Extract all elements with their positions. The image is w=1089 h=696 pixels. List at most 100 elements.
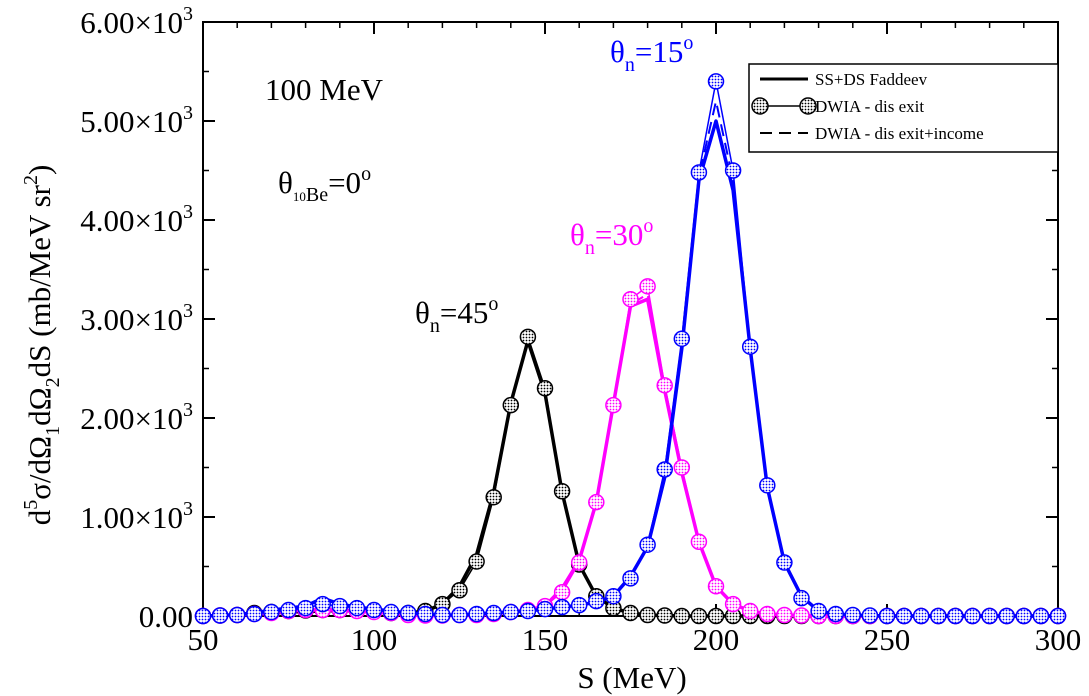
dwia-exit-point: [331, 597, 349, 615]
x-tick-label: 100: [351, 622, 398, 657]
dwia-exit-point: [502, 603, 520, 621]
dwia-exit-point: [536, 380, 554, 397]
dwia-exit-point: [998, 607, 1015, 625]
dwia-exit-point: [1032, 607, 1050, 625]
dwia-exit-point: [981, 607, 998, 625]
dwia-exit-point: [553, 483, 571, 500]
y-tick-label: 0.00: [139, 599, 193, 634]
legend-label-faddeev: SS+DS Faddeev: [815, 70, 928, 89]
faddeev-line: [202, 297, 1058, 618]
dwia-exit-point: [1015, 607, 1033, 625]
dwia-exit-point: [468, 553, 485, 570]
dwia-exit-point: [553, 598, 571, 616]
dwia-exit-point: [776, 606, 793, 624]
dwia-exit-point: [639, 536, 656, 553]
dwia-exit-point: [280, 601, 297, 619]
series-layer: [194, 73, 1067, 625]
dwia-exit-point: [382, 603, 400, 621]
dwia-exit-point: [793, 607, 810, 624]
x-tick-label: 300: [1035, 622, 1082, 657]
dwia-exit-point: [759, 477, 776, 494]
y-tick-label: 4.00×103: [80, 201, 193, 238]
dwia-exit-point: [844, 606, 862, 624]
dwia-exit-point: [485, 488, 502, 506]
dwia-exit-point: [930, 607, 947, 625]
dwia-exit-point: [741, 338, 759, 355]
y-tick-label: 2.00×103: [80, 399, 193, 436]
dwia-exit-point: [588, 493, 605, 511]
series-theta-15: [194, 73, 1067, 625]
x-tick-label: 250: [864, 622, 911, 657]
legend-label-dwia-income: DWIA - dis exit+income: [815, 124, 984, 143]
dwia-exit-point: [690, 533, 708, 550]
dwia-exit-point: [810, 602, 827, 620]
dwia-exit-point: [297, 599, 314, 617]
y-tick-label: 1.00×103: [80, 498, 193, 535]
x-tick-label: 50: [188, 622, 219, 657]
dwia-exit-point: [707, 607, 725, 625]
legend-label-dwia-exit: DWIA - dis exit: [815, 97, 924, 116]
dwia-exit-point: [194, 607, 212, 625]
theta-n15-annotation: θn=15o: [610, 32, 693, 76]
dwia-exit-point: [656, 377, 673, 394]
x-tick-label: 200: [693, 622, 740, 657]
dwia-exit-point: [673, 607, 691, 625]
dwia-exit-point: [228, 606, 246, 624]
dwia-exit-point: [519, 328, 537, 346]
dwia-exit-line: [202, 81, 1058, 617]
dwia-income-line: [202, 292, 1058, 617]
legend-marker-dwia-exit-right: [799, 97, 817, 115]
x-axis-title: S (MeV): [577, 660, 686, 695]
dwia-exit-point: [622, 604, 639, 622]
dwia-exit-point: [947, 607, 964, 625]
dwia-exit-point: [690, 607, 708, 625]
dwia-exit-point: [605, 587, 622, 605]
dwia-exit-point: [776, 554, 793, 571]
dwia-exit-point: [707, 578, 725, 595]
dwia-exit-point: [895, 607, 913, 625]
legend-marker-dwia-exit-left: [751, 97, 769, 115]
be-angle-annotation: θ10Be=0o: [278, 163, 371, 206]
axis-ticks: 50 100 150 200 250 300 0.00 1.00×103 2.00×103 3.0…: [80, 3, 1081, 657]
y-tick-label: 6.00×103: [80, 3, 193, 40]
dwia-exit-point: [570, 596, 588, 614]
dwia-exit-point: [639, 278, 656, 295]
dwia-exit-point: [827, 605, 844, 623]
dwia-exit-line: [202, 284, 1058, 617]
dwia-exit-point: [314, 595, 331, 613]
dwia-exit-point: [468, 605, 485, 623]
dwia-exit-point: [673, 330, 691, 348]
y-tick-label: 3.00×103: [80, 300, 193, 337]
dwia-exit-point: [485, 604, 502, 622]
dwia-exit-point: [724, 162, 742, 179]
dwia-exit-point: [741, 602, 759, 620]
dwia-exit-point: [759, 605, 776, 623]
dwia-exit-point: [622, 570, 639, 587]
dwia-exit-point: [570, 554, 588, 571]
dwia-exit-point: [246, 605, 263, 623]
dwia-exit-point: [536, 600, 554, 618]
dwia-exit-point: [639, 606, 656, 624]
dwia-exit-point: [451, 606, 468, 624]
dwia-exit-point: [502, 396, 520, 414]
dwia-exit-point: [588, 592, 605, 610]
dwia-exit-point: [263, 603, 280, 621]
dwia-exit-point: [605, 396, 622, 414]
dwia-exit-point: [793, 589, 810, 607]
dwia-exit-point: [707, 73, 725, 90]
dwia-exit-point: [656, 607, 673, 624]
dwia-exit-point: [211, 607, 229, 624]
dwia-exit-point: [673, 459, 691, 476]
energy-annotation: 100 MeV: [265, 72, 384, 107]
dwia-exit-point: [861, 607, 879, 624]
dwia-exit-point: [690, 164, 708, 181]
legend: SS+DS Faddeev DWIA - dis exit DWIA - dis…: [748, 63, 1059, 153]
x-tick-label: 150: [522, 622, 569, 657]
dwia-exit-point: [365, 601, 383, 619]
dwia-exit-point: [622, 290, 639, 308]
dwia-exit-point: [417, 605, 434, 623]
dwia-exit-point: [451, 582, 468, 599]
theta-n45-annotation: θn=45o: [415, 293, 498, 337]
dwia-exit-point: [724, 595, 742, 613]
